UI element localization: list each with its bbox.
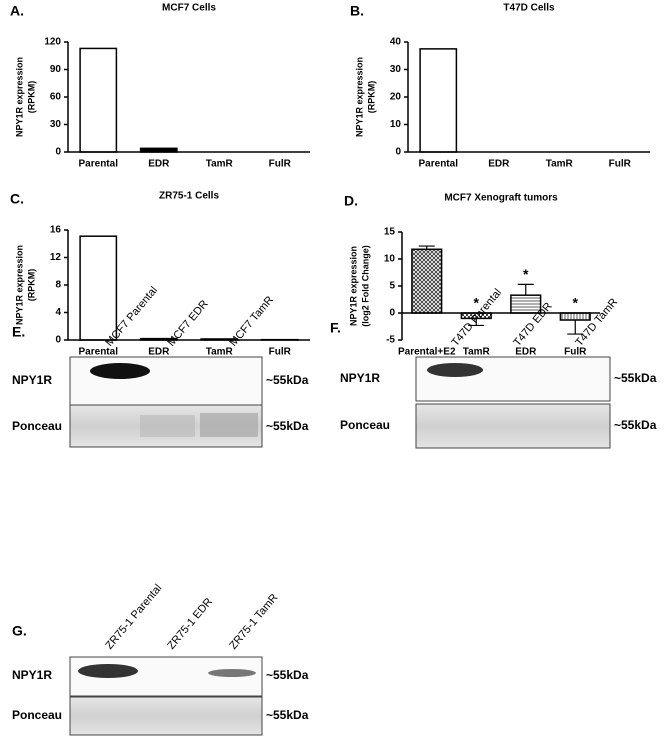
panel-label: F. <box>330 320 341 336</box>
chart-title: ZR75-1 Cells <box>159 191 219 202</box>
size-label: ~55kDa <box>266 668 309 682</box>
y-tick-label: 10 <box>384 254 396 265</box>
x-tick-label: Parental+E2 <box>398 347 456 358</box>
significance: * <box>474 295 480 311</box>
panel-label: D. <box>344 193 358 209</box>
chart-title: MCF7 Cells <box>162 3 216 14</box>
y-tick-label: 0 <box>395 147 401 158</box>
x-tick-label: TamR <box>463 347 491 358</box>
bar <box>559 312 591 321</box>
y-tick-label: 15 <box>384 227 396 238</box>
x-tick-label: FulR <box>269 159 292 170</box>
lane-label: ZR75-1 TamR <box>227 592 280 652</box>
x-tick-label: EDR <box>148 159 170 170</box>
y-tick-label: 0 <box>55 147 61 158</box>
row-label: NPY1R <box>12 668 52 682</box>
y-tick-label: 0 <box>389 308 395 319</box>
x-tick-label: FulR <box>269 347 292 358</box>
y-axis-label: NPY1R expression <box>14 57 24 137</box>
x-tick-label: TamR <box>546 159 574 170</box>
bar <box>411 248 443 314</box>
y-tick-label: 16 <box>50 225 62 236</box>
significance: * <box>523 266 529 282</box>
y-tick-label: 30 <box>390 64 402 75</box>
y-axis-label: NPY1R expression <box>14 245 24 325</box>
x-tick-label: EDR <box>148 347 170 358</box>
size-label: ~55kDa <box>266 419 309 433</box>
y-tick-label: 90 <box>50 64 62 75</box>
panel-label: C. <box>10 191 24 207</box>
y-tick-label: 0 <box>55 335 61 346</box>
lane-label: MCF7 EDR <box>165 298 210 349</box>
y-tick-label: 60 <box>50 92 62 103</box>
x-tick-label: Parental <box>419 159 459 170</box>
row-label: Ponceau <box>340 418 390 432</box>
y-tick-label: 20 <box>390 92 402 103</box>
blot-images <box>69 356 611 736</box>
size-label: ~55kDa <box>614 371 657 385</box>
y-axis-label: (log2 Fold Change) <box>360 245 370 327</box>
chart-title: T47D Cells <box>503 3 555 14</box>
y-tick-label: 120 <box>44 37 61 48</box>
significance: * <box>573 295 579 311</box>
x-tick-label: Parental <box>79 159 119 170</box>
panel-label: B. <box>350 3 364 19</box>
y-tick-label: 5 <box>389 281 395 292</box>
x-tick-label: EDR <box>488 159 510 170</box>
y-tick-label: 12 <box>50 252 62 263</box>
size-label: ~55kDa <box>266 708 309 722</box>
y-axis-label: NPY1R expression <box>354 57 364 137</box>
lane-label: ZR75-1 Parental <box>103 582 164 652</box>
x-tick-label: TamR <box>206 347 234 358</box>
y-axis-label: NPY1R expression <box>348 246 358 326</box>
bar <box>79 235 118 341</box>
row-label: NPY1R <box>340 371 380 385</box>
chart-title: MCF7 Xenograft tumors <box>444 193 558 204</box>
bar <box>419 48 458 153</box>
x-tick-label: FulR <box>564 347 587 358</box>
row-label: Ponceau <box>12 419 62 433</box>
panel-label: E. <box>12 324 25 340</box>
x-tick-label: Parental <box>79 347 119 358</box>
y-tick-label: 30 <box>50 119 62 130</box>
row-label: NPY1R <box>12 373 52 387</box>
x-tick-label: EDR <box>515 347 537 358</box>
y-axis-label: (RPKM) <box>26 81 36 114</box>
y-tick-label: -5 <box>386 335 395 346</box>
y-tick-label: 10 <box>390 119 402 130</box>
y-axis-label: (RPKM) <box>26 269 36 302</box>
size-label: ~55kDa <box>614 418 657 432</box>
lane-label: T47D TamR <box>573 296 620 349</box>
size-label: ~55kDa <box>266 373 309 387</box>
y-tick-label: 40 <box>390 37 402 48</box>
y-tick-label: 8 <box>55 280 61 291</box>
y-axis-label: (RPKM) <box>366 81 376 114</box>
lane-label: ZR75-1 EDR <box>165 596 215 652</box>
x-tick-label: FulR <box>609 159 632 170</box>
row-label: Ponceau <box>12 708 62 722</box>
panel-label: A. <box>10 3 24 19</box>
x-tick-label: TamR <box>206 159 234 170</box>
y-tick-label: 4 <box>55 307 61 318</box>
bar <box>79 47 118 153</box>
panel-label: G. <box>12 623 27 639</box>
